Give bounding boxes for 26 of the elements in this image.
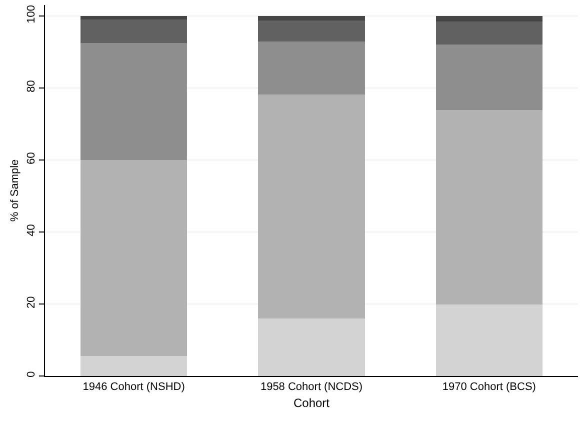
bar [258, 42, 365, 94]
bar [80, 19, 188, 43]
bar [80, 16, 188, 20]
y-tick-label: 80 [26, 80, 38, 92]
bar [436, 22, 542, 45]
x-tick-label: 1946 Cohort (NSHD) [82, 381, 185, 394]
bar [258, 94, 365, 318]
x-tick-label: 1958 Cohort (NCDS) [260, 381, 363, 394]
x-tick-label: 1970 Cohort (BCS) [442, 381, 536, 394]
bar [436, 44, 542, 110]
bar [436, 16, 542, 22]
bar [436, 110, 542, 305]
x-axis-title: Cohort [293, 396, 330, 410]
bar [258, 318, 365, 376]
bar [80, 356, 188, 376]
bar [258, 20, 365, 42]
bar [436, 304, 542, 376]
y-tick-label: 40 [26, 224, 38, 236]
y-tick-label: 100 [26, 4, 38, 24]
bar [80, 42, 188, 160]
y-tick-label: 0 [26, 371, 38, 378]
bar [258, 16, 365, 20]
y-axis-title: % of Sample [9, 159, 22, 222]
y-tick-label: 60 [26, 152, 38, 164]
y-tick-label: 20 [26, 296, 38, 308]
bar [80, 160, 188, 356]
